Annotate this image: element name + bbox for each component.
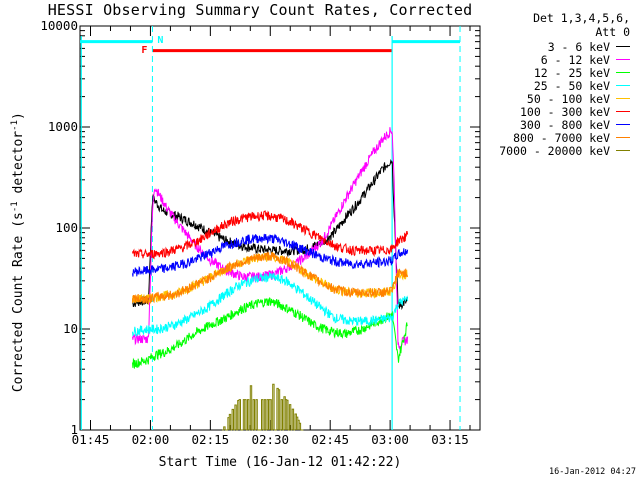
legend-label: 800 - 7000 keV: [513, 130, 610, 145]
legend: 3 - 6 keV 6 - 12 keV 12 - 25 keV 25 - 50 ke…: [499, 39, 630, 158]
y-tick-label: 1000: [47, 119, 78, 134]
plot-date-stamp: 16-Jan-2012 04:27: [549, 467, 636, 477]
series-line-4: [132, 272, 409, 337]
legend-swatch: [616, 45, 630, 48]
legend-label: 25 - 50 keV: [533, 78, 610, 93]
legend-swatch: [616, 136, 630, 139]
chart-title: HESSI Observing Summary Count Rates, Cor…: [47, 1, 473, 19]
x-tick-label: 03:15: [431, 432, 469, 447]
legend-swatch: [616, 97, 630, 100]
legend-label: 50 - 100 keV: [526, 91, 610, 106]
legend-entry: 25 - 50 keV: [499, 78, 630, 93]
flare-flag-label: F: [141, 44, 148, 56]
legend-entry: 800 - 7000 keV: [499, 130, 630, 145]
legend-entry: 3 - 6 keV: [499, 39, 630, 54]
legend-label: 3 - 6 keV: [547, 39, 610, 54]
x-tick-label: 02:30: [251, 432, 290, 447]
series-line-3: [132, 297, 408, 369]
x-tick-label: 02:45: [311, 432, 349, 447]
y-tick-label: 1: [70, 422, 78, 437]
series-line-8: [132, 251, 409, 306]
legend-entry: 7000 - 20000 keV: [499, 143, 630, 158]
legend-swatch: [616, 110, 630, 113]
series-line-7: [132, 233, 409, 277]
legend-swatch: [616, 84, 630, 87]
legend-entry: 50 - 100 keV: [499, 91, 630, 106]
legend-label: 6 - 12 keV: [540, 52, 610, 67]
series-line-9: [222, 383, 304, 431]
legend-entry: 12 - 25 keV: [499, 65, 630, 80]
x-tick-label: 02:00: [131, 432, 170, 447]
series-line-1: [132, 158, 409, 311]
legend-entry: 6 - 12 keV: [499, 52, 630, 67]
y-tick-label: 10000: [40, 18, 78, 33]
plot-frame: [79, 25, 481, 431]
legend-swatch: [616, 58, 630, 61]
legend-header: Det 1,3,4,5,6, Att 0: [533, 11, 630, 39]
legend-entry: 300 - 800 keV: [499, 117, 630, 132]
legend-label: 12 - 25 keV: [533, 65, 610, 80]
y-axis-label: Corrected Count Rate (s-1 detector-1): [9, 112, 27, 393]
x-tick-label: 01:45: [71, 432, 110, 447]
series-line-6: [132, 210, 409, 260]
legend-entry: 100 - 300 keV: [499, 104, 630, 119]
y-tick-label: 10: [62, 321, 78, 336]
y-tick-label: 100: [55, 220, 78, 235]
legend-swatch: [616, 123, 630, 126]
night-flag-label: N: [157, 34, 164, 46]
legend-label: 300 - 800 keV: [519, 117, 610, 132]
x-tick-label: 02:15: [191, 432, 230, 447]
legend-swatch: [616, 149, 630, 152]
legend-swatch: [616, 71, 630, 74]
series-line-2: [132, 127, 409, 350]
x-axis-label: Start Time (16-Jan-12 01:42:22): [158, 455, 402, 470]
legend-label: 7000 - 20000 keV: [499, 143, 610, 158]
x-tick-label: 03:00: [371, 432, 409, 447]
legend-label: 100 - 300 keV: [519, 104, 610, 119]
